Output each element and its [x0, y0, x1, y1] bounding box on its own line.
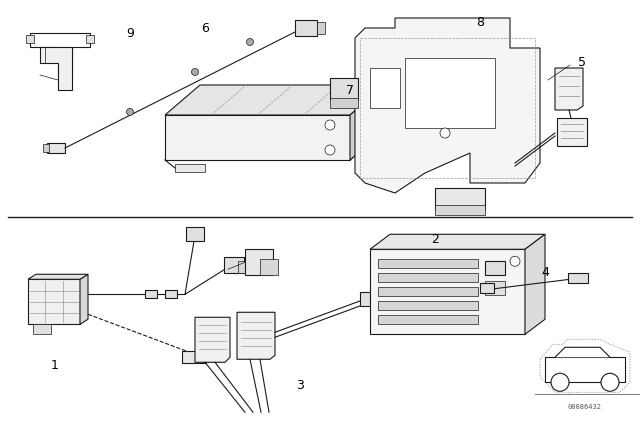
Polygon shape — [30, 33, 90, 75]
Bar — [480, 283, 494, 293]
Bar — [557, 118, 587, 146]
Polygon shape — [525, 234, 545, 334]
Text: 3: 3 — [296, 379, 304, 392]
Bar — [485, 261, 505, 275]
Bar — [370, 68, 400, 108]
Bar — [380, 77, 392, 85]
Circle shape — [127, 108, 134, 116]
Bar — [378, 259, 478, 268]
Bar — [378, 273, 478, 282]
Polygon shape — [165, 115, 350, 160]
Text: 5: 5 — [578, 56, 586, 69]
Bar — [378, 301, 478, 310]
Bar — [435, 188, 485, 210]
Circle shape — [601, 373, 619, 391]
Bar — [165, 290, 177, 298]
Bar — [405, 58, 495, 128]
Bar — [224, 257, 244, 273]
Circle shape — [325, 145, 335, 155]
Bar — [260, 259, 278, 275]
Circle shape — [440, 128, 450, 138]
Polygon shape — [370, 234, 545, 249]
Circle shape — [191, 69, 198, 76]
Bar — [317, 22, 325, 34]
Circle shape — [246, 39, 253, 46]
Bar — [182, 351, 206, 363]
Text: 00086432: 00086432 — [568, 404, 602, 410]
Text: 2: 2 — [431, 233, 439, 246]
Bar — [145, 290, 157, 298]
Bar — [33, 324, 51, 334]
Bar — [330, 98, 358, 108]
Bar — [360, 292, 376, 306]
Text: 9: 9 — [126, 26, 134, 39]
Bar — [378, 287, 478, 296]
Bar — [245, 249, 273, 275]
Polygon shape — [350, 85, 385, 160]
Bar — [26, 35, 34, 43]
Polygon shape — [165, 130, 385, 160]
Bar — [330, 78, 358, 100]
Text: 8: 8 — [476, 16, 484, 29]
Text: 4: 4 — [541, 266, 549, 279]
Bar — [238, 261, 250, 273]
Circle shape — [551, 373, 569, 391]
Text: 7: 7 — [346, 83, 354, 96]
Bar — [435, 205, 485, 215]
Bar — [370, 249, 525, 334]
Polygon shape — [555, 68, 583, 110]
Bar — [545, 358, 625, 382]
Bar — [186, 227, 204, 241]
Polygon shape — [40, 47, 72, 90]
Bar — [47, 143, 65, 153]
Circle shape — [510, 256, 520, 266]
Circle shape — [325, 120, 335, 130]
Bar — [86, 35, 94, 43]
Bar — [568, 273, 588, 283]
Polygon shape — [28, 279, 80, 324]
Text: 6: 6 — [201, 22, 209, 34]
Polygon shape — [355, 18, 540, 193]
Polygon shape — [555, 347, 610, 358]
Text: 1: 1 — [51, 359, 59, 372]
Bar — [295, 20, 317, 36]
Polygon shape — [237, 312, 275, 359]
Bar — [485, 281, 505, 295]
Polygon shape — [165, 85, 385, 115]
Bar — [378, 315, 478, 324]
Polygon shape — [80, 274, 88, 324]
Bar — [175, 164, 205, 172]
Polygon shape — [28, 274, 88, 279]
Bar — [43, 144, 49, 152]
Polygon shape — [195, 317, 230, 362]
